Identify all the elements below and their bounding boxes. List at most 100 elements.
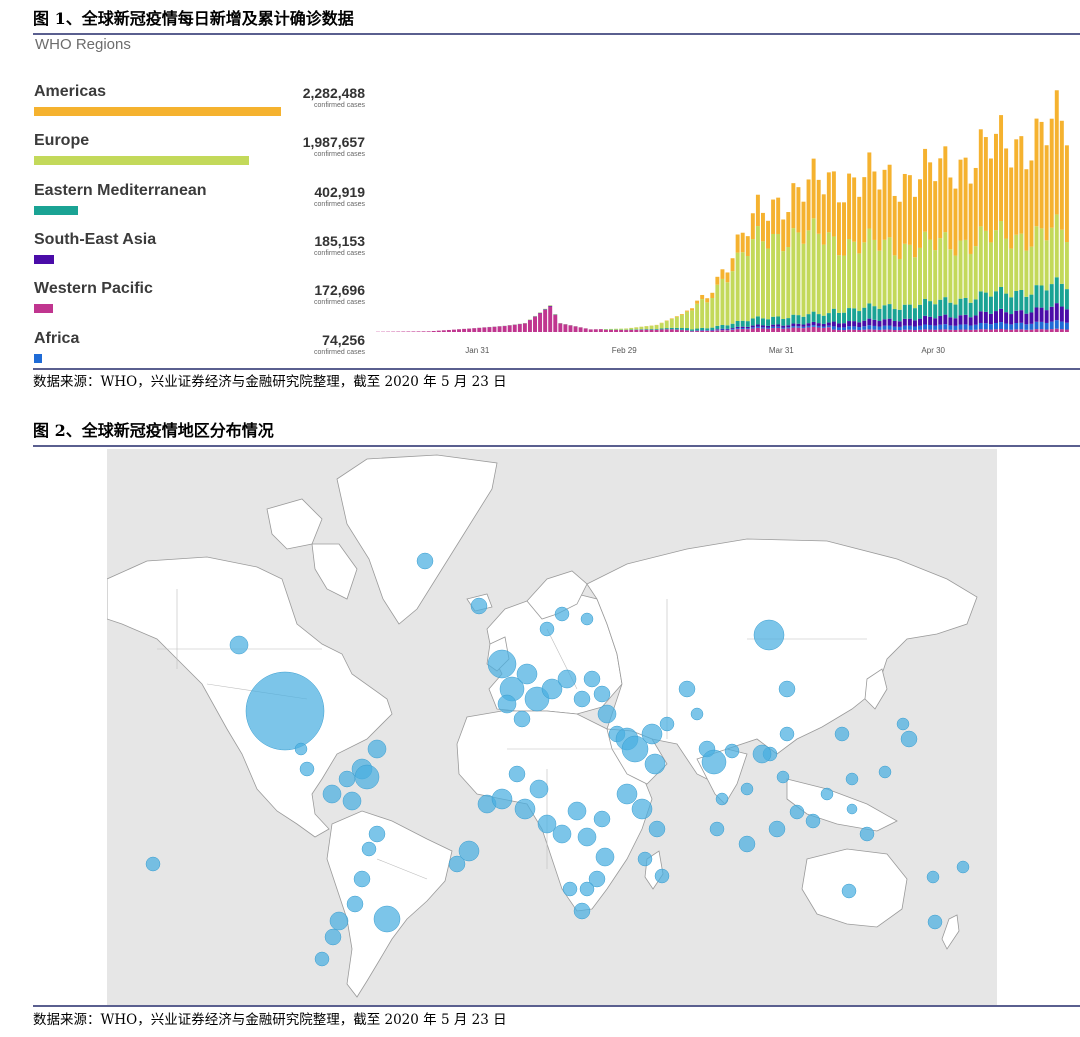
case-bubble	[448, 855, 466, 873]
bar-segment-africa	[791, 326, 796, 328]
bar-segment-africa	[1024, 324, 1029, 330]
bar-segment-europe	[1064, 242, 1069, 290]
bar-segment-europe	[994, 230, 998, 292]
bar-segment-africa	[994, 323, 998, 330]
bar-segment-south-east-asia	[811, 321, 816, 326]
case-bubble	[644, 753, 666, 775]
bar-segment-south-east-asia	[816, 323, 821, 326]
bar-segment-western-pacific	[963, 329, 968, 332]
bar-segment-western-pacific	[988, 329, 993, 332]
bar-segment-western-pacific	[806, 327, 811, 332]
bar-segment-europe	[953, 255, 958, 305]
bar-segment-western-pacific	[1059, 329, 1064, 332]
bar-segment-eastern-mediterranean	[988, 296, 993, 314]
case-bubble	[768, 820, 786, 838]
region-bar	[34, 255, 54, 264]
region-name: Western Pacific	[34, 280, 153, 297]
bar-segment-europe	[715, 284, 720, 326]
bar-segment-americas	[867, 152, 872, 229]
bar-segment-western-pacific	[973, 329, 978, 332]
bar-segment-eastern-mediterranean	[786, 318, 791, 326]
bar-segment-europe	[1044, 240, 1049, 291]
bar-segment-europe	[1019, 233, 1024, 290]
case-bubble	[541, 678, 563, 700]
bar-segment-europe	[1014, 234, 1019, 291]
bar-segment-south-east-asia	[999, 308, 1004, 323]
bar-segment-eastern-mediterranean	[715, 325, 720, 330]
bar-segment-americas	[953, 188, 958, 256]
bar-segment-western-pacific	[1044, 329, 1049, 332]
bar-segment-western-pacific	[492, 326, 497, 332]
bar-segment-western-pacific	[497, 326, 502, 332]
bar-segment-eastern-mediterranean	[867, 303, 872, 319]
case-bubble	[926, 870, 940, 884]
bar-segment-south-east-asia	[943, 314, 948, 325]
bar-segment-eastern-mediterranean	[1029, 294, 1034, 313]
bar-segment-americas	[994, 133, 998, 231]
bar-segment-western-pacific	[533, 316, 537, 332]
case-bubble	[573, 902, 591, 920]
figure2-bottom-rule	[33, 1005, 1080, 1007]
bar-segment-western-pacific	[1019, 329, 1024, 332]
bar-segment-south-east-asia	[953, 318, 958, 326]
bar-segment-western-pacific	[836, 330, 841, 332]
region-bar	[34, 354, 42, 363]
case-bubble	[583, 670, 601, 688]
bar-segment-south-east-asia	[831, 321, 836, 327]
bar-segment-eastern-mediterranean	[887, 304, 892, 319]
bar-segment-africa	[1004, 323, 1009, 330]
bar-segment-americas	[857, 196, 862, 254]
bar-segment-europe	[1034, 226, 1039, 286]
bar-segment-western-pacific	[842, 330, 846, 332]
case-bubble	[458, 840, 480, 862]
bar-segment-americas	[1064, 145, 1069, 243]
bar-segment-africa	[988, 324, 993, 330]
bar-segment-western-pacific	[710, 330, 715, 332]
bar-segment-western-pacific	[1054, 328, 1059, 332]
figure2-source: 数据来源：WHO，兴业证券经济与金融研究院整理，截至 2020 年 5 月 23…	[33, 1012, 507, 1028]
bar-segment-eastern-mediterranean	[776, 316, 781, 325]
bar-segment-western-pacific	[933, 329, 938, 332]
bar-segment-eastern-mediterranean	[831, 308, 836, 322]
bar-segment-europe	[847, 239, 852, 309]
case-bubble	[539, 621, 555, 637]
bar-segment-africa	[928, 324, 933, 330]
bar-segment-western-pacific	[872, 329, 877, 332]
bar-segment-americas	[978, 129, 983, 227]
bar-segment-south-east-asia	[963, 314, 968, 325]
bar-segment-western-pacific	[527, 320, 532, 332]
bar-segment-africa	[725, 329, 730, 331]
bar-segment-americas	[842, 202, 846, 256]
bar-segment-south-east-asia	[918, 318, 922, 326]
bar-segment-europe	[882, 239, 887, 306]
case-bubble	[878, 765, 892, 779]
bar-segment-africa	[1009, 324, 1014, 330]
bar-segment-americas	[836, 202, 841, 256]
bar-segment-south-east-asia	[877, 321, 882, 327]
bar-segment-africa	[842, 327, 846, 331]
bar-segment-south-east-asia	[826, 322, 831, 326]
bar-segment-western-pacific	[821, 327, 826, 332]
bar-segment-western-pacific	[568, 325, 573, 332]
bar-segment-americas	[1044, 145, 1049, 241]
world-map-svg	[107, 454, 978, 998]
bar-segment-africa	[867, 325, 872, 330]
bar-segment-western-pacific	[644, 329, 649, 332]
region-unit: confirmed cases	[314, 102, 365, 109]
bar-segment-europe	[644, 326, 649, 330]
bar-segment-eastern-mediterranean	[816, 314, 821, 324]
case-bubble	[573, 690, 591, 708]
bar-segment-western-pacific	[943, 329, 948, 332]
case-bubble	[314, 951, 330, 967]
bar-segment-south-east-asia	[902, 318, 907, 326]
bar-segment-africa	[836, 327, 841, 331]
bar-segment-americas	[912, 196, 917, 258]
bar-segment-americas	[1004, 148, 1009, 239]
bar-segment-africa	[1034, 321, 1039, 330]
case-bubble	[554, 606, 570, 622]
bar-segment-americas	[1019, 136, 1024, 234]
bar-segment-western-pacific	[512, 324, 517, 332]
bar-segment-americas	[715, 276, 720, 285]
case-bubble	[537, 814, 557, 834]
bar-segment-south-east-asia	[988, 313, 993, 325]
